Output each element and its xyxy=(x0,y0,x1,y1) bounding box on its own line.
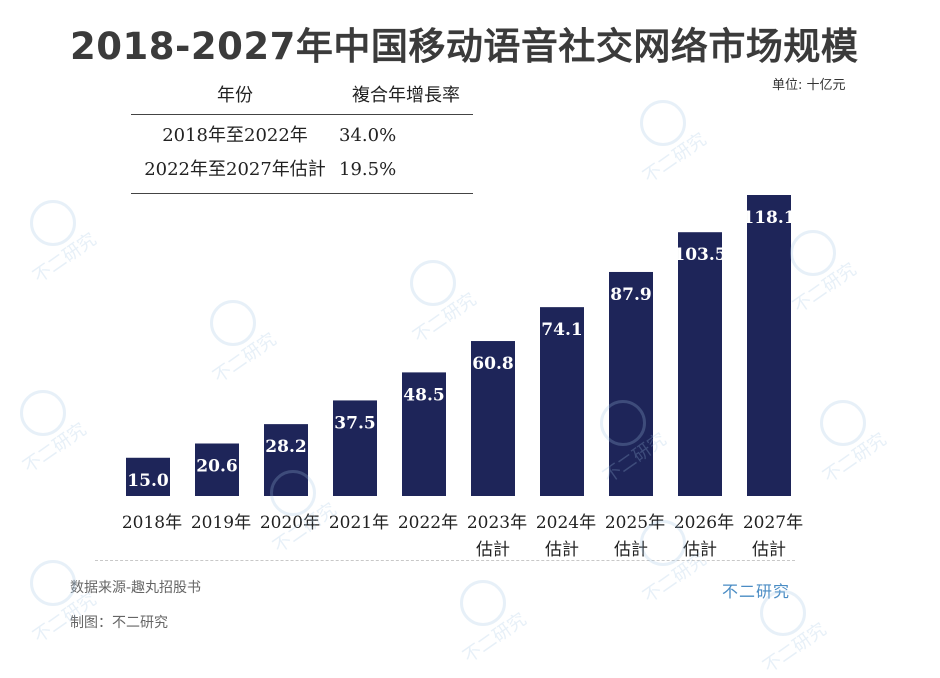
x-tick-label: 2018年 xyxy=(122,513,182,533)
bar xyxy=(333,400,377,496)
bar-value-label: 28.2 xyxy=(265,437,306,457)
bar xyxy=(609,271,653,496)
bar xyxy=(195,443,239,496)
x-tick-label: 2021年 xyxy=(329,513,389,533)
x-tick-label: 估計 xyxy=(752,540,786,560)
bar-value-label: 103.5 xyxy=(673,245,726,265)
bar xyxy=(402,372,446,496)
x-tick-label: 估計 xyxy=(545,540,579,560)
cagr-divider xyxy=(131,114,473,115)
x-tick-label: 2024年 xyxy=(536,513,596,533)
brand-logo: 不二研究 xyxy=(722,582,791,601)
bar-value-label: 20.6 xyxy=(196,456,237,476)
cagr-period: 2018年至2022年 xyxy=(162,125,308,146)
bar-value-label: 15.0 xyxy=(127,471,169,491)
x-tick-label: 2026年 xyxy=(674,513,734,533)
unit-label: 单位: 十亿元 xyxy=(772,78,846,93)
bar-value-label: 118.1 xyxy=(742,208,795,228)
bar-value-label: 37.5 xyxy=(334,413,375,433)
bar-value-label: 87.9 xyxy=(610,285,651,305)
x-tick-label: 2020年 xyxy=(260,513,320,533)
x-tick-label: 2023年 xyxy=(467,513,527,533)
bar xyxy=(126,457,170,496)
cagr-header-row: 年份 複合年增長率 xyxy=(131,78,473,114)
bar-value-label: 74.1 xyxy=(541,320,582,340)
x-tick-label: 2025年 xyxy=(605,513,665,533)
maker-note: 制图：不二研究 xyxy=(70,615,168,631)
x-tick-label: 估計 xyxy=(614,540,648,560)
bar-value-label: 60.8 xyxy=(472,354,513,374)
cagr-row: 2022年至2027年估計 19.5% xyxy=(131,153,473,187)
cagr-rate: 19.5% xyxy=(339,159,397,180)
bar xyxy=(540,307,584,496)
cagr-row: 2018年至2022年 34.0% xyxy=(131,119,473,153)
footer-divider xyxy=(95,560,795,561)
x-tick-label: 2019年 xyxy=(191,513,251,533)
x-tick-label: 估計 xyxy=(476,540,510,560)
x-tick-label: 2027年 xyxy=(743,513,803,533)
cagr-table: 年份 複合年增長率 2018年至2022年 34.0% 2022年至2027年估… xyxy=(131,78,473,194)
cagr-header-period: 年份 xyxy=(217,85,253,106)
bar xyxy=(264,424,308,496)
cagr-header-rate: 複合年增長率 xyxy=(352,85,460,106)
bar xyxy=(471,341,515,496)
source-note: 数据来源-趣丸招股书 xyxy=(70,580,202,596)
bar xyxy=(747,195,791,496)
bar-chart: 15.0 2018年 20.6 2019年 28.2 2020年 37.5 2021年 48.5… xyxy=(122,195,803,560)
cagr-rate: 34.0% xyxy=(339,125,397,146)
cagr-body: 2018年至2022年 34.0% 2022年至2027年估計 19.5% xyxy=(131,115,473,193)
page-title: 2018-2027年中国移动语音社交网络市场规模 xyxy=(70,25,859,68)
bar xyxy=(678,232,722,497)
x-tick-label: 估計 xyxy=(683,540,717,560)
bar-value-label: 48.5 xyxy=(403,385,444,405)
cagr-period: 2022年至2027年估計 xyxy=(144,159,326,180)
x-tick-label: 2022年 xyxy=(398,513,458,533)
cagr-bottom-rule xyxy=(131,193,473,194)
